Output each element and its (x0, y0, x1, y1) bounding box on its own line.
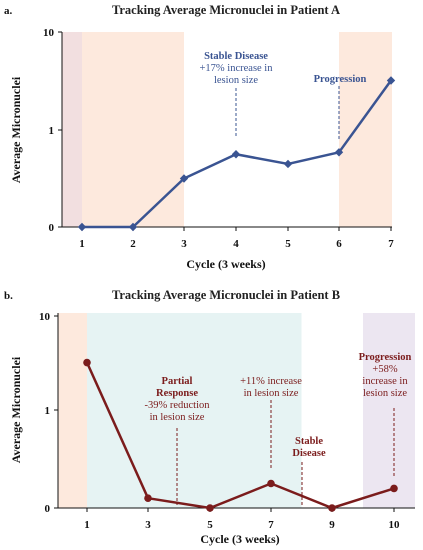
data-point-b-9 (328, 504, 336, 512)
y-ticks-b: 0 1 10 (39, 311, 58, 515)
data-point-a-6 (334, 148, 344, 157)
x-tick-label-b: 3 (145, 519, 151, 531)
annotation-leaders-a (235, 86, 340, 140)
panel-a: a. Tracking Average Micronuclei in Patie… (4, 3, 396, 271)
series-line-b (85, 362, 395, 510)
y-axis-title-b: Average Micronuclei (9, 356, 23, 463)
series-b (83, 358, 398, 512)
data-point-a-3 (179, 174, 189, 183)
shaded-region-b-2 (363, 313, 415, 508)
y-tick-label-b: 1 (45, 405, 51, 417)
annotation-text-b-0: -39% reduction (144, 400, 210, 411)
y-tick-label-b: 10 (39, 311, 51, 323)
data-point-a-2 (128, 222, 138, 232)
x-tick-label-b: 1 (84, 519, 90, 531)
y-axis-title-a: Average Micronuclei (9, 76, 23, 183)
annotation-text-b-1: in lesion size (244, 388, 299, 399)
x-axis-title-b: Cycle (3 weeks) (200, 532, 279, 546)
y-tick-label-a: 1 (49, 125, 55, 137)
y-tick-label-b: 0 (45, 503, 51, 515)
annotation-leaders-b (176, 400, 395, 505)
series-a (77, 76, 396, 232)
panel-label-a: a. (4, 5, 13, 17)
data-point-a-7 (386, 76, 396, 85)
x-tick-label-a: 3 (181, 238, 187, 250)
annotation-text-b-1: +11% increase (240, 376, 302, 387)
shaded-region-b-0 (58, 313, 87, 508)
annotation-text-b-0: Partial (162, 376, 193, 387)
annotation-text-b-3: lesion size (363, 388, 407, 399)
x-ticks-b: 1 3 5 7 9 10 (84, 508, 400, 531)
data-point-b-5 (206, 504, 214, 512)
annotation-text-b-3: increase in (362, 376, 408, 387)
annotation-text-b-0: in lesion size (150, 412, 205, 423)
annotation-text-b-0: Response (156, 388, 198, 399)
annotation-text-b-3: Progression (359, 352, 412, 363)
x-axis-title-a: Cycle (3 weeks) (186, 257, 265, 271)
x-tick-label-b: 9 (329, 519, 335, 531)
annotation-text-a-0: Stable Disease (204, 51, 268, 62)
chart-title-a: Tracking Average Micronuclei in Patient … (112, 3, 340, 17)
x-tick-label-a: 5 (285, 238, 291, 250)
data-point-a-4 (231, 150, 241, 159)
x-tick-label-a: 2 (130, 238, 136, 250)
y-tick-label-a: 10 (43, 27, 55, 39)
x-tick-label-a: 1 (79, 238, 85, 250)
annotation-text-b-2: Stable (295, 436, 323, 447)
chart-title-b: Tracking Average Micronuclei in Patient … (112, 288, 340, 302)
x-tick-label-a: 6 (336, 238, 342, 250)
y-ticks-a: 0 1 10 (43, 27, 62, 234)
shaded-region-a-0 (62, 32, 82, 227)
data-point-b-1 (83, 358, 91, 367)
annotation-text-b-2: Disease (292, 448, 326, 459)
x-tick-label-a: 4 (233, 238, 239, 250)
data-point-b-7 (267, 479, 275, 488)
data-point-b-10 (390, 484, 398, 493)
annotation-text-a-0: +17% increase in (200, 63, 274, 74)
annotation-text-b-3: +58% (372, 364, 397, 375)
y-tick-label-a: 0 (49, 222, 55, 234)
annotation-text-a-0: lesion size (214, 75, 258, 86)
shaded-region-a-1 (82, 32, 184, 227)
x-tick-label-a: 7 (388, 238, 394, 250)
data-point-b-3 (144, 494, 152, 503)
x-tick-label-b: 7 (268, 519, 274, 531)
shaded-regions-b (58, 313, 415, 508)
data-point-a-1 (77, 222, 87, 232)
shaded-region-b-1 (87, 313, 302, 508)
x-ticks-a: 1 2 3 4 5 6 7 (79, 227, 394, 250)
annotation-text-a-1: Progression (314, 74, 367, 85)
shaded-region-a-2 (339, 32, 392, 227)
data-point-a-5 (283, 159, 293, 169)
panel-label-b: b. (4, 290, 13, 302)
x-tick-label-b: 5 (207, 519, 213, 531)
panel-b: b. Tracking Average Micronuclei in Patie… (4, 288, 415, 546)
x-tick-label-b: 10 (389, 519, 401, 531)
